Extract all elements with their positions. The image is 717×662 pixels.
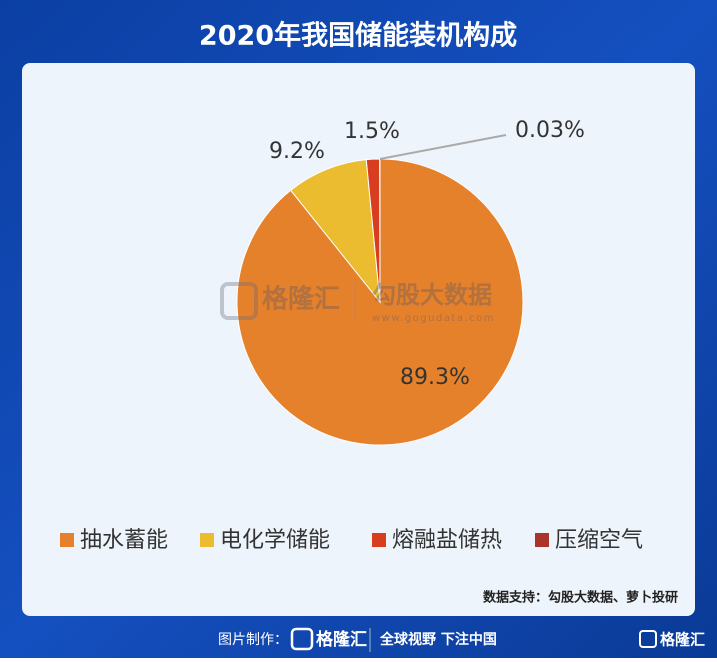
- watermark-url: www.gogudata.com: [372, 313, 495, 324]
- footer-made-by: 图片制作：: [218, 632, 288, 648]
- watermark-text: 勾股大数据: [372, 281, 492, 309]
- corner-brand: 格隆汇: [660, 631, 705, 649]
- legend-swatch: [372, 533, 386, 547]
- legend-swatch: [60, 533, 74, 547]
- data-label: 0.03%: [515, 118, 585, 143]
- footer-brand: 格隆汇: [316, 629, 367, 650]
- legend-swatch: [535, 533, 549, 547]
- legend-label: 抽水蓄能: [80, 528, 168, 553]
- chart-title: 2020年我国储能装机构成: [199, 20, 517, 52]
- source: 数据支持：勾股大数据、萝卜投研: [483, 590, 678, 606]
- data-label: 9.2%: [269, 139, 325, 164]
- legend-swatch: [200, 533, 214, 547]
- watermark-brand: 格隆汇: [262, 284, 340, 315]
- legend-label: 电化学储能: [220, 528, 330, 553]
- footer-slogan: 全球视野 下注中国: [379, 631, 497, 648]
- legend-label: 压缩空气: [555, 528, 643, 553]
- data-label: 89.3%: [400, 365, 470, 390]
- data-label: 1.5%: [344, 119, 400, 144]
- legend-label: 熔融盐储热: [392, 528, 502, 553]
